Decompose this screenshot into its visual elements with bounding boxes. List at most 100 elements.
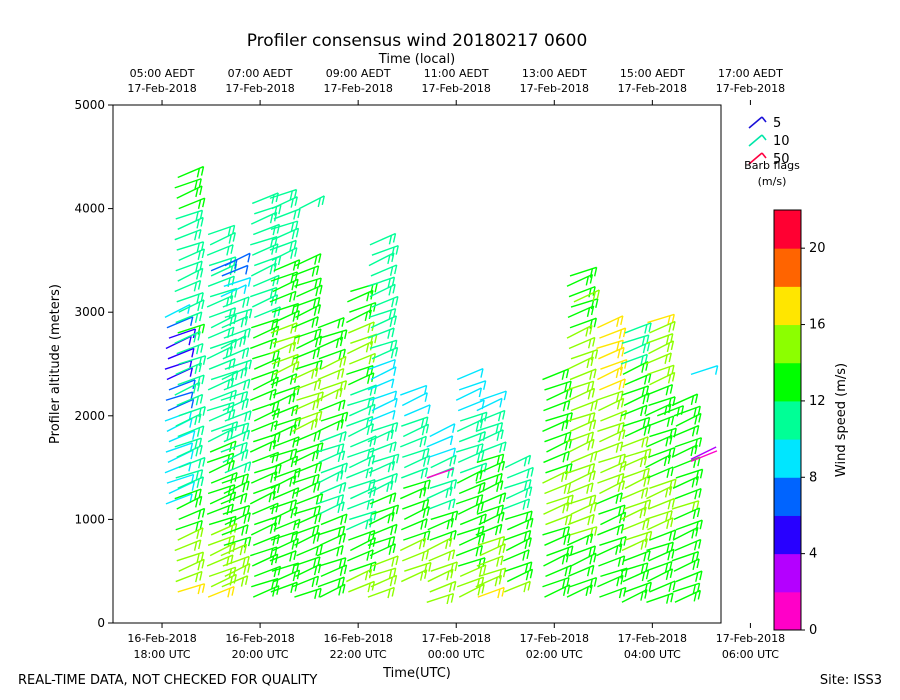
barb-flag	[290, 249, 294, 259]
barb-flag	[190, 399, 195, 409]
barb-flag	[481, 450, 485, 461]
barb-flag	[500, 555, 504, 566]
wind-barb	[545, 463, 573, 475]
barb-flag	[199, 261, 203, 271]
wind-barb	[622, 467, 650, 480]
wind-barb	[269, 188, 298, 201]
barb-flag	[622, 512, 627, 522]
barb-flag	[592, 291, 596, 302]
barb-shaft	[673, 558, 700, 572]
barb-shaft	[455, 494, 483, 505]
barb-shaft	[476, 453, 504, 464]
barb-flag	[670, 466, 674, 477]
wind-barb	[220, 335, 247, 350]
barb-flag	[616, 317, 620, 327]
barb-flag	[446, 520, 450, 530]
wind-barb	[177, 425, 205, 438]
barb-shaft	[349, 403, 376, 417]
barb-shaft	[542, 576, 570, 588]
barb-shaft	[622, 467, 650, 479]
wind-barb	[368, 358, 396, 370]
barb-flag	[423, 487, 427, 497]
barb-flag	[270, 320, 275, 330]
wind-barb	[545, 564, 572, 578]
wind-barb	[671, 444, 698, 458]
barb-flag	[428, 562, 432, 572]
barb-flag	[278, 515, 282, 525]
barb-flag	[698, 413, 702, 423]
barb-flag	[589, 555, 593, 565]
barb-flag	[242, 506, 246, 517]
wind-barb	[367, 586, 395, 599]
barb-flag	[315, 546, 319, 556]
barb-flag	[241, 475, 245, 485]
barb-flag	[644, 324, 648, 334]
wind-barb	[222, 449, 249, 464]
barb-flag	[389, 266, 394, 276]
barb-flag	[587, 464, 591, 475]
wind-barb	[598, 504, 626, 516]
barb-flag	[248, 410, 252, 421]
barb-flag	[569, 463, 573, 473]
barb-shaft	[250, 236, 278, 246]
barb-flag	[289, 375, 294, 385]
wind-barb	[570, 552, 597, 567]
barb-flag	[565, 419, 569, 430]
barb-shaft	[367, 276, 395, 287]
colorbar-swatch	[774, 248, 801, 287]
wind-barb	[649, 580, 676, 593]
barb-flag	[289, 190, 293, 201]
barb-flag	[341, 526, 346, 536]
barb-shaft	[401, 392, 428, 407]
barb-flag	[452, 447, 456, 458]
barb-shaft	[400, 486, 427, 500]
barb-shaft	[542, 526, 570, 536]
barb-flag	[691, 529, 695, 539]
wind-barb	[223, 378, 251, 391]
barb-flag	[268, 493, 272, 503]
barb-shaft	[649, 427, 677, 438]
bottom-tick-label: 17-Feb-2018	[422, 632, 491, 645]
barb-shaft	[430, 510, 458, 521]
barb-flag	[696, 583, 701, 593]
barb-flag	[565, 413, 569, 424]
wind-barb	[429, 580, 457, 593]
wind-barb	[349, 561, 377, 573]
top-axis-label: Time (local)	[378, 52, 455, 67]
barb-flag	[621, 473, 625, 483]
wind-barb	[621, 538, 648, 552]
wind-barb	[597, 366, 624, 381]
barb-flag	[395, 504, 400, 515]
barb-flag	[591, 514, 595, 524]
barb-flag	[391, 247, 395, 257]
barb-flag	[454, 561, 458, 572]
wind-barb	[622, 361, 649, 375]
colorbar-frame	[773, 209, 802, 631]
barb-flag	[244, 367, 248, 377]
wind-barb	[221, 575, 249, 588]
barb-shaft	[505, 486, 532, 500]
wind-barb	[292, 418, 319, 432]
wind-barb	[224, 563, 251, 578]
barb-flag	[244, 575, 249, 585]
barb-flag	[667, 315, 671, 325]
wind-barb	[367, 535, 396, 548]
wind-barb	[318, 348, 346, 360]
barb-shaft	[599, 480, 625, 495]
wind-barb	[208, 459, 235, 474]
wind-barb	[624, 424, 651, 438]
bottom-tick-label: 17-Feb-2018	[716, 632, 785, 645]
barb-flag	[196, 529, 200, 539]
barb-flag	[565, 553, 570, 563]
barb-flag	[273, 522, 278, 532]
barb-shaft	[316, 443, 344, 453]
barb-flag	[478, 484, 482, 494]
barb-flag	[594, 451, 598, 461]
barb-flag	[315, 286, 319, 297]
barb-shaft	[273, 208, 301, 220]
barb-flag	[587, 339, 592, 349]
barb-flag	[587, 515, 591, 526]
barb-shaft	[544, 533, 571, 546]
wind-barb	[251, 502, 279, 515]
barb-flag	[342, 399, 346, 410]
